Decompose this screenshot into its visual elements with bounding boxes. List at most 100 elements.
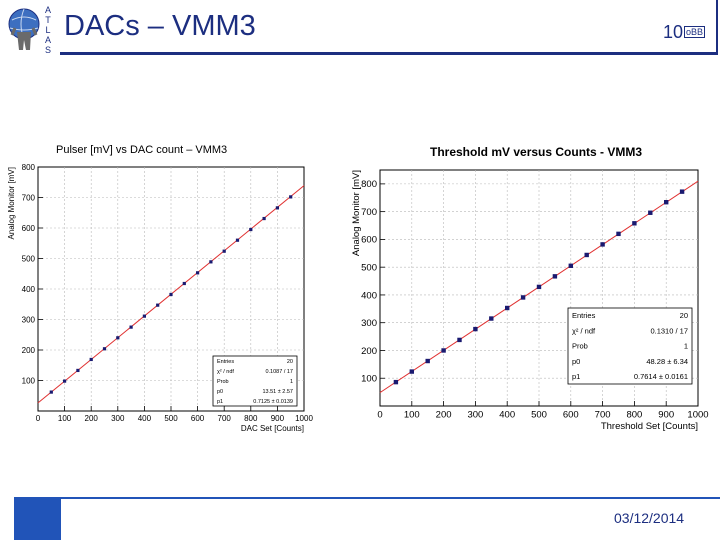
y-tick-label: 400 (361, 290, 377, 301)
header-divider (60, 52, 718, 55)
stats-value: 13.51 ± 2.57 (262, 389, 293, 395)
stats-label: Prob (217, 379, 229, 385)
data-point (116, 336, 120, 340)
slide-date: 03/12/2014 (614, 510, 685, 526)
data-point (552, 274, 558, 279)
stats-value: 20 (680, 311, 688, 320)
stats-label: Entries (572, 311, 596, 320)
stats-value: 0.1310 / 17 (650, 326, 688, 335)
data-point (600, 242, 605, 247)
data-point (262, 216, 266, 221)
logo-letter: A (45, 35, 51, 45)
data-point (632, 221, 637, 226)
x-tick-label: 500 (164, 414, 178, 423)
x-tick-label: 300 (111, 414, 125, 423)
data-point (393, 379, 399, 385)
x-tick-label: 200 (436, 410, 452, 421)
x-tick-label: 0 (36, 414, 41, 423)
page-number-value: 10 (663, 22, 684, 42)
y-tick-label: 700 (22, 193, 36, 202)
x-tick-label: 600 (563, 410, 579, 421)
x-tick-label: 1000 (687, 410, 708, 421)
logo-letter: L (45, 25, 50, 35)
x-tick-label: 1000 (295, 414, 313, 423)
stats-value: 0.1087 / 17 (265, 369, 293, 375)
data-point (196, 271, 200, 275)
data-point (102, 347, 107, 351)
atlas-logo-graphic: A T L A S (8, 5, 51, 55)
stats-label: Entries (217, 359, 234, 365)
x-tick-label: 900 (658, 410, 674, 421)
data-point (489, 316, 494, 321)
y-tick-label: 500 (22, 254, 36, 263)
x-tick-label: 900 (271, 414, 285, 423)
data-point (142, 314, 146, 318)
stats-label: χ² / ndf (217, 369, 234, 375)
stats-value: 0.7614 ± 0.0161 (634, 372, 688, 381)
footer-divider (61, 497, 720, 499)
chart-title: Pulser [mV] vs DAC count – VMM3 (56, 144, 227, 156)
y-tick-label: 600 (22, 224, 36, 233)
x-tick-label: 700 (595, 410, 611, 421)
y-axis-label: Analog Monitor [mV] (351, 170, 362, 256)
data-point (209, 260, 213, 264)
x-tick-label: 800 (626, 410, 642, 421)
page-number-tag: oBB (684, 26, 706, 38)
x-tick-label: 0 (377, 410, 382, 421)
x-axis-label: DAC Set [Counts] (241, 424, 304, 433)
data-point (616, 231, 621, 237)
data-point (235, 238, 240, 242)
dac-pulser-chart: 0 100 200 300 400 500 600 700 800 900 1000 100 200 30… (7, 144, 313, 433)
x-tick-label: 200 (85, 414, 99, 423)
x-tick-label: 300 (467, 410, 483, 421)
stats-label: Prob (572, 342, 588, 351)
x-tick-label: 100 (58, 414, 72, 423)
y-tick-label: 100 (361, 374, 377, 385)
data-point (536, 284, 542, 290)
stats-label: p0 (217, 389, 223, 395)
stats-label: χ² / ndf (572, 326, 596, 335)
x-tick-label: 700 (218, 414, 232, 423)
y-tick-label: 700 (361, 207, 377, 218)
y-tick-label: 300 (361, 318, 377, 329)
x-tick-label: 600 (191, 414, 205, 423)
stats-value: 1 (290, 379, 293, 385)
slide-title: DACs – VMM3 (64, 10, 256, 42)
y-tick-label: 600 (361, 235, 377, 246)
stats-label: p0 (572, 357, 580, 366)
x-tick-label: 800 (244, 414, 258, 423)
stats-label: p1 (572, 372, 580, 381)
y-axis-label: Analog Monitor [mV] (7, 167, 16, 239)
data-point (63, 379, 67, 383)
data-point (89, 357, 93, 362)
data-point (156, 303, 160, 307)
y-tick-label: 200 (361, 346, 377, 357)
threshold-chart: 0 100 200 300 400 500 600 700 800 900 1000 100 200 30… (351, 145, 709, 432)
x-tick-label: 100 (404, 410, 420, 421)
x-tick-label: 500 (531, 410, 547, 421)
stats-label: p1 (217, 399, 223, 405)
logo-letter: A (45, 5, 51, 15)
x-tick-label: 400 (138, 414, 152, 423)
chart-title: Threshold mV versus Counts - VMM3 (430, 145, 642, 159)
data-point (473, 326, 478, 332)
y-tick-label: 500 (361, 263, 377, 274)
data-point (409, 369, 414, 374)
data-point (664, 200, 669, 205)
logo-letter: S (45, 45, 51, 55)
data-point (568, 263, 573, 268)
data-point (457, 337, 462, 343)
data-point (505, 305, 510, 311)
stats-box (567, 307, 693, 385)
data-point (289, 195, 293, 199)
x-axis-label: Threshold Set [Counts] (601, 421, 698, 432)
y-tick-label: 300 (22, 315, 36, 324)
data-point (76, 368, 80, 373)
logo-letter: T (45, 15, 51, 25)
footer-accent-block (14, 497, 61, 540)
stats-value: 48.28 ± 6.34 (646, 357, 688, 366)
stats-value: 0.7125 ± 0.0139 (253, 399, 293, 405)
data-point (520, 295, 526, 300)
data-point (49, 390, 53, 394)
page-number: 10 oBB (663, 22, 706, 43)
